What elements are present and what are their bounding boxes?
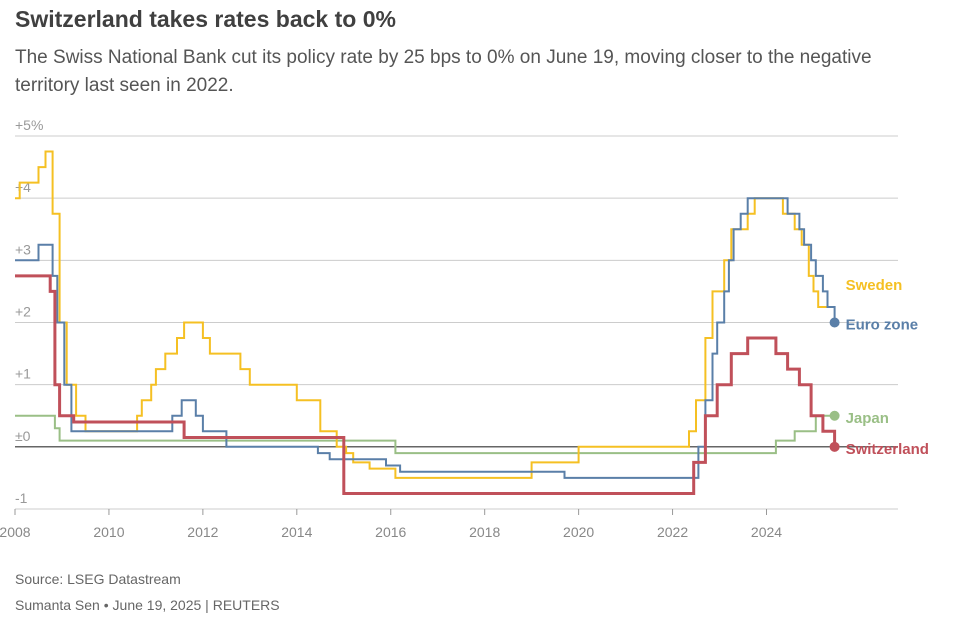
x-tick-label: 2012 [187,524,218,540]
series-labels: Japan Sweden Euro zone Switzerland [846,277,929,458]
end-marker-switzerland [829,441,840,452]
x-tick-label: 2020 [563,524,594,540]
chart-subtitle: The Swiss National Bank cut its policy r… [15,47,872,96]
y-tick-label: +3 [15,241,31,257]
credit-date: June 19, 2025 [112,597,202,613]
x-tick-label: 2024 [751,524,782,540]
y-tick-label: +1 [15,366,31,382]
series-lines [15,150,840,495]
credit-separator: • [103,597,109,613]
credit-outlet: REUTERS [212,597,280,613]
series-line-japan [15,414,835,455]
credit-line: Sumanta Sen • June 19, 2025 | REUTERS [15,597,280,613]
y-tick-label: +5% [15,117,43,133]
series-line-sweden [15,150,835,479]
y-tick-label: ±0 [15,428,31,444]
credit-divider: | [205,597,209,613]
credit-author: Sumanta Sen [15,597,100,613]
series-label-sweden: Sweden [846,277,903,294]
x-tick-label: 2010 [93,524,124,540]
x-axis-ticks: 2008 2010 2012 2014 2016 2018 2020 2022 2024 [0,509,782,540]
series-line-euro-zone [15,197,836,479]
y-tick-label: +4 [15,179,31,195]
y-axis-ticks: +5% +4 +3 +2 +1 ±0 -1 [15,117,43,506]
x-tick-label: 2022 [657,524,688,540]
end-marker-japan [829,410,840,421]
y-tick-label: -1 [15,490,28,506]
x-tick-label: 2018 [469,524,500,540]
grid-lines [15,135,898,510]
y-tick-label: +2 [15,304,31,320]
x-tick-label: 2008 [0,524,31,540]
series-label-switzerland: Switzerland [846,441,929,458]
x-tick-label: 2014 [281,524,312,540]
series-label-japan: Japan [846,410,889,427]
series-label-euro-zone: Euro zone [846,317,919,334]
source-note: Source: LSEG Datastream [15,571,181,587]
end-marker-euro-zone [829,317,840,328]
chart-title: Switzerland takes rates back to 0% [15,6,396,32]
series-line-switzerland [15,274,837,495]
line-chart: +5% +4 +3 +2 +1 ±0 -1 2008 2010 2012 2014 2016 2018… [0,117,929,540]
x-tick-label: 2016 [375,524,406,540]
